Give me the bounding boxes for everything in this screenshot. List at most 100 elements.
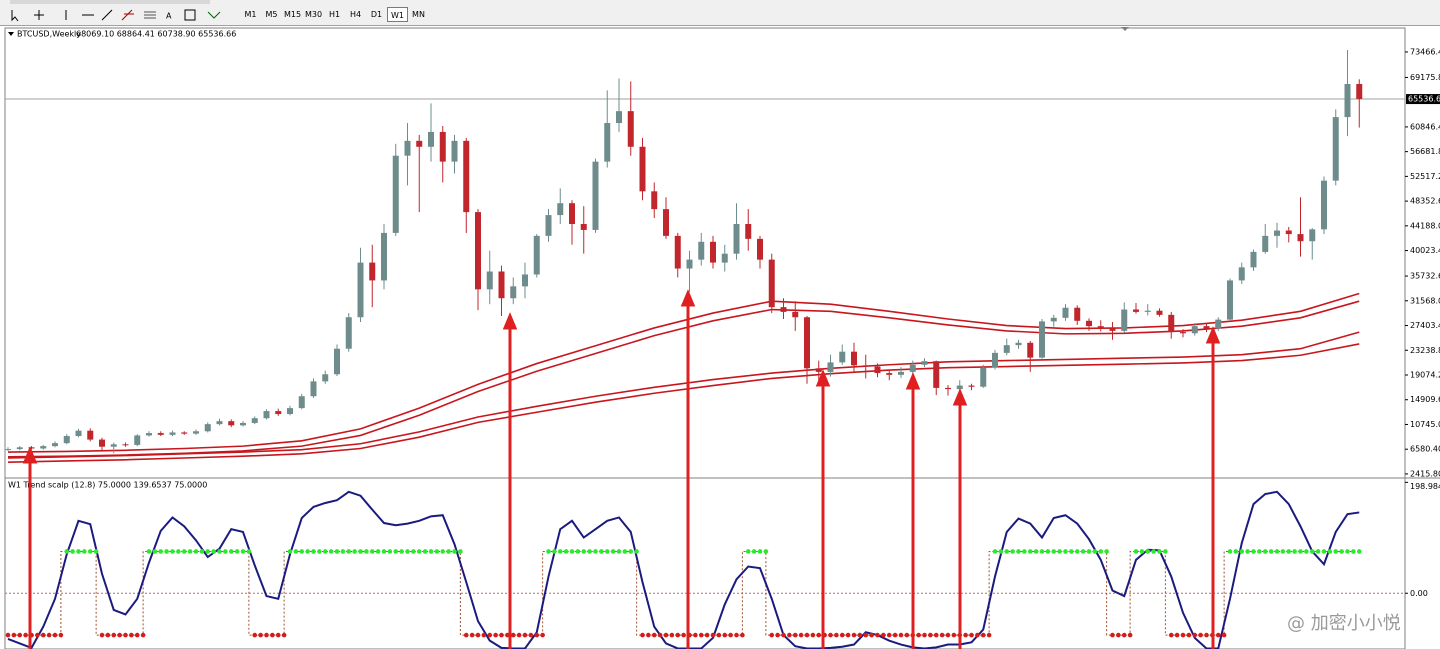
state-dot-fill	[105, 632, 111, 638]
state-dot-fill	[1163, 549, 1168, 554]
candle-body	[157, 433, 164, 435]
fibo-icon[interactable]	[144, 11, 156, 19]
timeframe-button[interactable]: M1	[244, 10, 257, 19]
toolbar-icons: A	[10, 0, 221, 22]
candle-body	[1274, 230, 1280, 236]
state-dot-fill	[575, 549, 581, 554]
timeframe-button[interactable]: H4	[349, 10, 362, 19]
candle-body	[1297, 234, 1304, 242]
state-dot	[828, 632, 833, 638]
moving-average	[7, 292, 1360, 453]
state-dot	[463, 632, 469, 638]
timeframe-button[interactable]: M15	[283, 10, 302, 19]
candle-body	[980, 367, 987, 387]
candle-body	[204, 424, 211, 432]
state-dot-fill	[998, 549, 1004, 554]
state-dot	[346, 549, 352, 554]
timeframe-bar: M1 M5 M15 M30 H1 H4 D1 W1 MN	[240, 7, 429, 22]
candle-body	[651, 191, 658, 210]
channel-icon[interactable]	[121, 9, 134, 21]
state-dot-fill	[211, 549, 216, 554]
state-dot	[534, 632, 540, 638]
candle-body	[334, 348, 340, 375]
candle-body	[240, 422, 246, 426]
state-dot-fill	[1057, 549, 1062, 554]
state-dot	[40, 632, 46, 638]
state-dot	[217, 549, 222, 554]
candle-body	[839, 351, 846, 363]
state-dot-fill	[270, 632, 275, 638]
state-dot	[781, 632, 786, 638]
symbol-title: BTCUSD,Weekly	[17, 30, 81, 39]
candle-body	[968, 385, 975, 387]
signal-arrows	[22, 289, 1221, 649]
candle-body	[1050, 317, 1057, 322]
timeframe-button[interactable]: M30	[304, 10, 323, 19]
state-dot	[522, 632, 528, 638]
state-dot	[1016, 549, 1021, 554]
state-dot-fill	[552, 549, 557, 554]
state-dot-fill	[1351, 549, 1356, 554]
candle-body	[287, 408, 293, 415]
timeframe-button[interactable]: MN	[412, 10, 425, 19]
state-dot	[440, 549, 446, 554]
state-dot-fill	[1033, 549, 1039, 554]
state-dot-fill	[1257, 549, 1262, 554]
timeframe-button[interactable]: H1	[328, 10, 341, 19]
candle-body	[1321, 180, 1327, 230]
candle-body	[698, 241, 705, 260]
state-dot	[181, 549, 187, 554]
state-dot	[557, 549, 563, 554]
shift-marker	[1121, 27, 1129, 31]
candle-body	[757, 238, 763, 260]
timeframe-button[interactable]: M5	[265, 10, 278, 19]
state-dot-fill	[869, 632, 874, 638]
candle-body	[1003, 345, 1010, 353]
state-dot	[933, 632, 939, 638]
candle-body	[1156, 310, 1163, 315]
state-dot-fill	[775, 632, 780, 638]
candle-body	[1074, 307, 1081, 321]
state-dot-fill	[422, 549, 428, 554]
arrow-head	[952, 388, 968, 406]
candle-body	[1027, 342, 1034, 358]
state-dot-fill	[540, 632, 545, 638]
state-dot	[452, 549, 457, 554]
state-dot	[1004, 549, 1010, 554]
timeframe-button[interactable]: W1	[387, 7, 408, 22]
oscillator-line	[7, 490, 1360, 649]
state-dot	[1133, 549, 1139, 554]
state-dot-fill	[375, 549, 381, 554]
arrows-icon[interactable]	[207, 11, 221, 19]
state-dot	[698, 632, 704, 638]
text-icon[interactable]: A	[166, 12, 172, 21]
marks: 73466.40 69175.80 60846.40 56681.80 52517.20…	[5, 47, 1440, 649]
state-dot-fill	[446, 549, 451, 554]
candle-body	[498, 271, 505, 299]
label-icon[interactable]	[184, 9, 196, 21]
cursor-icon[interactable]	[11, 10, 19, 22]
state-dot-fill	[716, 632, 722, 638]
state-dot	[1180, 632, 1186, 638]
state-dot-fill	[646, 632, 651, 638]
candle-body	[956, 385, 963, 390]
state-dot-fill	[928, 632, 933, 638]
state-dot-fill	[1245, 549, 1250, 554]
state-dot-fill	[11, 632, 17, 638]
state-dot	[146, 549, 152, 554]
candle-body	[1133, 309, 1139, 312]
state-dot	[52, 632, 58, 638]
candle-body	[557, 203, 564, 216]
state-dot	[393, 549, 399, 554]
state-dot	[851, 632, 857, 638]
state-dot-fill	[328, 549, 334, 554]
candle-body	[1262, 235, 1269, 252]
crosshair-icon[interactable]	[34, 10, 44, 20]
state-dot-fill	[117, 632, 122, 638]
state-dot	[264, 632, 269, 638]
state-dot	[1274, 549, 1280, 554]
state-dot-fill	[587, 549, 592, 554]
timeframe-button[interactable]: D1	[370, 10, 383, 19]
line-icons[interactable]	[65, 9, 113, 21]
state-dot-fill	[704, 632, 710, 638]
